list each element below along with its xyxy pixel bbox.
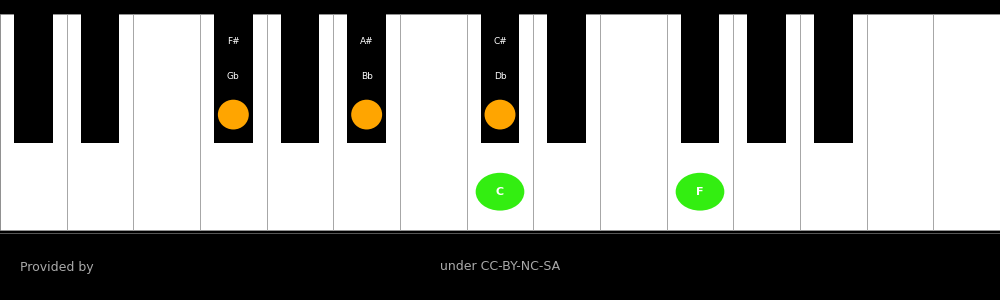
Text: F#: F# <box>227 37 240 46</box>
Text: F: F <box>696 187 704 197</box>
Bar <box>81 14 119 143</box>
Bar <box>0 233 1000 234</box>
Bar <box>281 14 319 143</box>
Bar <box>133 14 200 230</box>
Bar <box>481 14 519 143</box>
Text: A#: A# <box>360 37 373 46</box>
Bar <box>0 14 67 230</box>
Bar <box>814 14 853 143</box>
Bar <box>267 14 333 230</box>
Bar <box>347 14 386 143</box>
Ellipse shape <box>485 100 515 130</box>
Bar <box>747 14 786 143</box>
Text: Gb: Gb <box>227 72 240 81</box>
Text: E#: E# <box>693 120 707 130</box>
Bar <box>14 14 53 143</box>
Bar <box>214 14 253 143</box>
Text: under CC-BY-NC-SA: under CC-BY-NC-SA <box>440 260 560 274</box>
Bar <box>600 14 667 230</box>
Ellipse shape <box>676 173 724 211</box>
Ellipse shape <box>218 100 249 130</box>
Bar <box>200 14 267 230</box>
Bar <box>547 14 586 143</box>
Bar <box>67 14 133 230</box>
Ellipse shape <box>351 100 382 130</box>
Text: B#: B# <box>493 120 507 130</box>
Bar <box>467 14 533 230</box>
Bar <box>0 0 1000 14</box>
Bar <box>533 14 600 230</box>
Text: Bb: Bb <box>361 72 373 81</box>
Bar <box>400 14 467 230</box>
Bar <box>800 14 867 230</box>
Bar <box>933 14 1000 230</box>
Bar <box>867 14 933 230</box>
Bar <box>733 14 800 230</box>
Text: C#: C# <box>493 37 507 46</box>
Bar <box>667 14 733 230</box>
Ellipse shape <box>476 173 524 211</box>
Bar <box>681 14 719 143</box>
Text: C: C <box>496 187 504 197</box>
Text: Provided by: Provided by <box>20 260 94 274</box>
Text: Db: Db <box>494 72 506 81</box>
Bar <box>333 14 400 230</box>
